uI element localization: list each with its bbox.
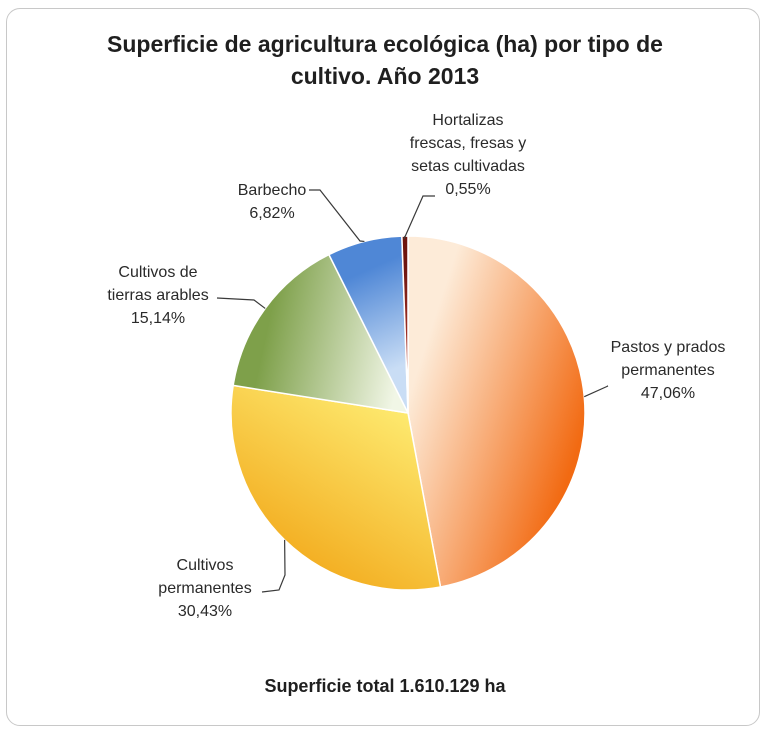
slice-label-barbecho: Barbecho 6,82%	[238, 182, 307, 222]
chart-title-line-1: Superficie de agricultura ecológica (ha)…	[107, 31, 663, 57]
slice-label-line: Barbecho	[238, 182, 307, 199]
slice-label-line: setas cultivadas	[411, 158, 525, 175]
slice-value-tierras-arables: 15,14%	[131, 310, 185, 327]
pie-slice-pastos-prados	[407, 235, 586, 588]
slice-label-cultivos-permanentes: Cultivos permanentes 30,43%	[158, 557, 251, 620]
slice-labels: Pastos y prados permanentes 47,06% Cultivos…	[107, 112, 725, 620]
pie-slice-cultivos-permanentes	[230, 384, 442, 591]
slice-value-hortalizas: 0,55%	[445, 181, 490, 198]
chart-title: Superficie de agricultura ecológica (ha)…	[60, 28, 710, 92]
leader-line-pastos-prados	[583, 385, 609, 398]
leader-line-barbecho	[309, 189, 365, 243]
slice-label-pastos-prados: Pastos y prados permanentes 47,06%	[611, 339, 726, 402]
slice-label-line: Cultivos de	[118, 264, 197, 281]
slice-label-line: Hortalizas	[432, 112, 503, 129]
leader-line-hortalizas	[403, 195, 435, 240]
slice-value-barbecho: 6,82%	[249, 205, 294, 222]
chart-title-line-2: cultivo. Año 2013	[290, 63, 480, 89]
slice-label-line: Pastos y prados	[611, 339, 726, 356]
total-area-footer: Superficie total 1.610.129 ha	[264, 676, 506, 696]
slice-label-line: Cultivos	[177, 557, 234, 574]
slice-value-pastos-prados: 47,06%	[641, 385, 695, 402]
leader-lines	[216, 189, 609, 593]
leader-line-cultivos-permanentes	[261, 539, 286, 593]
pie-slices	[230, 235, 586, 591]
slice-label-line: frescas, fresas y	[410, 135, 526, 152]
slice-label-line: permanentes	[621, 362, 714, 379]
slice-label-hortalizas: Hortalizas frescas, fresas y setas cultiva…	[410, 112, 526, 198]
leader-line-tierras-arables	[216, 297, 266, 309]
slice-label-tierras-arables: Cultivos de tierras arables 15,14%	[107, 264, 208, 327]
slice-label-line: permanentes	[158, 580, 251, 597]
slice-value-cultivos-permanentes: 30,43%	[178, 603, 232, 620]
slice-label-line: tierras arables	[107, 287, 208, 304]
